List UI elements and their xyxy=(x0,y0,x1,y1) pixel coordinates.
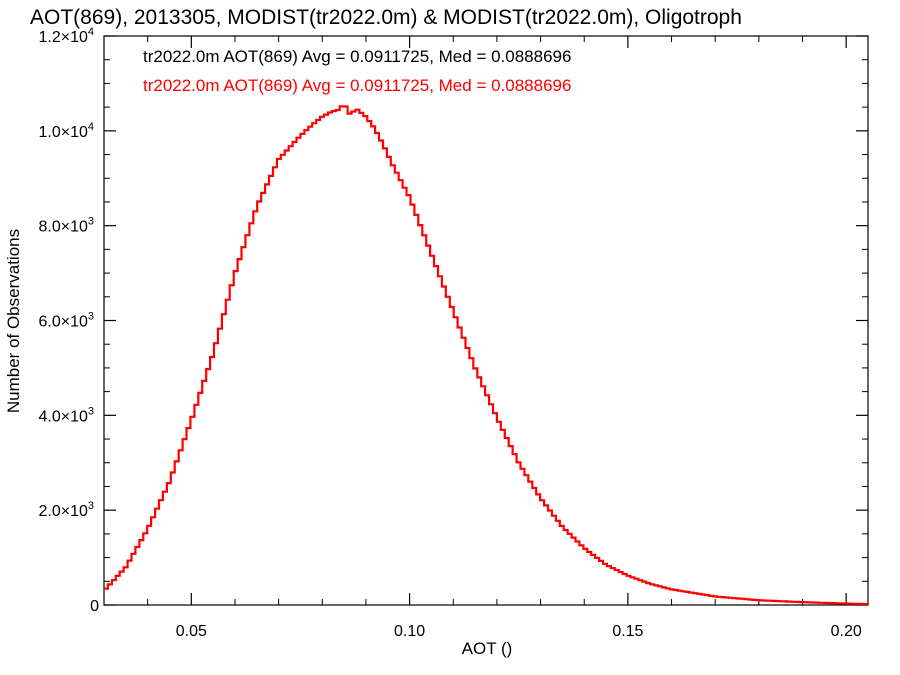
chart-title: AOT(869), 2013305, MODIST(tr2022.0m) & M… xyxy=(30,6,742,29)
annotation-red: tr2022.0m AOT(869) Avg = 0.0911725, Med … xyxy=(143,76,571,95)
y-axis: 0 2.0×103 4.0×103 6.0×103 8.0×103 1.0×104 1.2×… xyxy=(38,26,868,615)
x-tick-label: 0.10 xyxy=(394,623,425,640)
x-tick-label: 0.20 xyxy=(831,623,862,640)
y-tick-label: 0 xyxy=(90,598,99,615)
y-tick-label: 1.2×104 xyxy=(38,26,94,46)
x-tick-label: 0.05 xyxy=(176,623,207,640)
y-tick-label: 1.0×104 xyxy=(38,121,94,141)
x-tick-label: 0.15 xyxy=(612,623,643,640)
y-tick-label: 6.0×103 xyxy=(38,311,94,331)
y-tick-label: 8.0×103 xyxy=(38,216,94,236)
plot-frame xyxy=(103,35,869,606)
x-axis-label: AOT () xyxy=(462,639,513,658)
y-tick-label: 4.0×103 xyxy=(38,405,94,425)
annotation-black: tr2022.0m AOT(869) Avg = 0.0911725, Med … xyxy=(143,47,571,66)
y-tick-label: 2.0×103 xyxy=(38,500,94,520)
histogram-series xyxy=(104,105,868,606)
y-axis-label: Number of Observations xyxy=(4,229,23,413)
x-axis: 0.05 0.10 0.15 0.20 xyxy=(147,36,862,640)
